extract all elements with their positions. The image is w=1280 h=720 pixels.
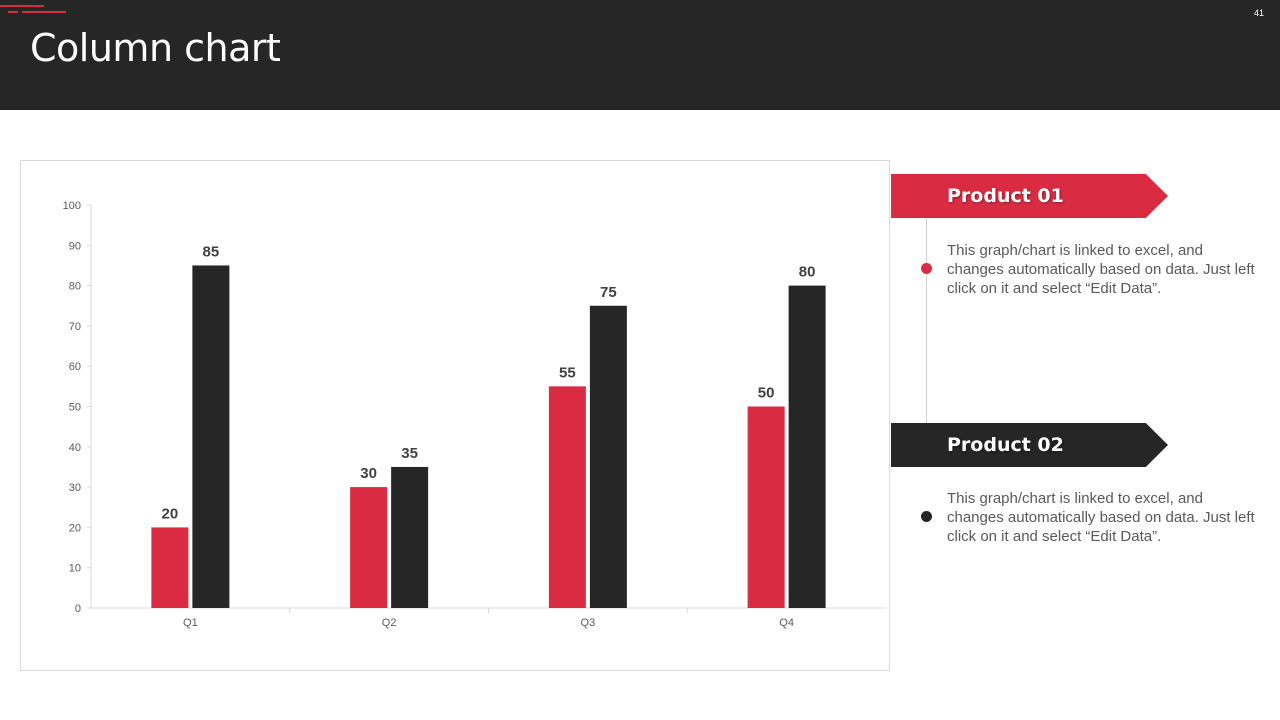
bar: [747, 406, 785, 608]
bar: [192, 265, 230, 608]
x-tick-label: Q4: [779, 617, 794, 629]
data-label: 85: [203, 243, 220, 260]
data-label: 35: [401, 445, 418, 462]
y-tick-label: 90: [69, 240, 81, 252]
y-tick-label: 20: [69, 522, 81, 534]
product-02-title: Product 02: [947, 434, 1064, 456]
page-number: 41: [1253, 8, 1264, 18]
y-tick-label: 0: [75, 603, 81, 615]
timeline-connector: [926, 218, 927, 428]
y-tick-label: 10: [69, 563, 81, 575]
y-tick-label: 40: [69, 442, 81, 454]
bar: [151, 527, 189, 608]
bar: [788, 285, 826, 608]
column-chart[interactable]: 0 10 20 30 40 50 60 70 80 90 100 Q1 20 85 Q2 30 35 Q3 55 75…: [21, 161, 891, 672]
data-label: 80: [799, 264, 816, 281]
product-01-banner: Product 01: [891, 174, 1168, 218]
x-tick-label: Q3: [581, 617, 596, 629]
bar: [350, 487, 388, 608]
y-tick-label: 100: [63, 200, 81, 212]
x-tick-label: Q1: [183, 617, 198, 629]
y-tick-label: 50: [69, 402, 81, 414]
product-02-bullet-dot: [921, 511, 932, 522]
product-01-description: This graph/chart is linked to excel, and…: [947, 242, 1255, 297]
bar: [589, 305, 627, 608]
y-tick-label: 60: [69, 361, 81, 373]
y-tick-label: 80: [69, 281, 81, 293]
data-label: 20: [162, 505, 179, 522]
y-tick-label: 70: [69, 321, 81, 333]
bar: [391, 466, 429, 608]
page-title: Column chart: [30, 26, 281, 70]
product-02-banner: Product 02: [891, 423, 1168, 467]
data-label: 50: [758, 385, 775, 402]
header-decoration-line: [8, 11, 18, 13]
data-label: 55: [559, 364, 576, 381]
bar: [548, 386, 586, 608]
header-decoration-line: [0, 5, 44, 7]
y-tick-label: 30: [69, 482, 81, 494]
product-01-bullet-dot: [921, 263, 932, 274]
x-tick-label: Q2: [382, 617, 397, 629]
slide-header: Column chart 41: [0, 0, 1280, 110]
product-02-description: This graph/chart is linked to excel, and…: [947, 490, 1255, 545]
header-decoration-line: [22, 11, 66, 13]
data-label: 75: [600, 284, 617, 301]
data-label: 30: [360, 465, 377, 482]
product-01-title: Product 01: [947, 185, 1064, 207]
chart-frame[interactable]: 0 10 20 30 40 50 60 70 80 90 100 Q1 20 85 Q2 30 35 Q3 55 75…: [20, 160, 890, 671]
